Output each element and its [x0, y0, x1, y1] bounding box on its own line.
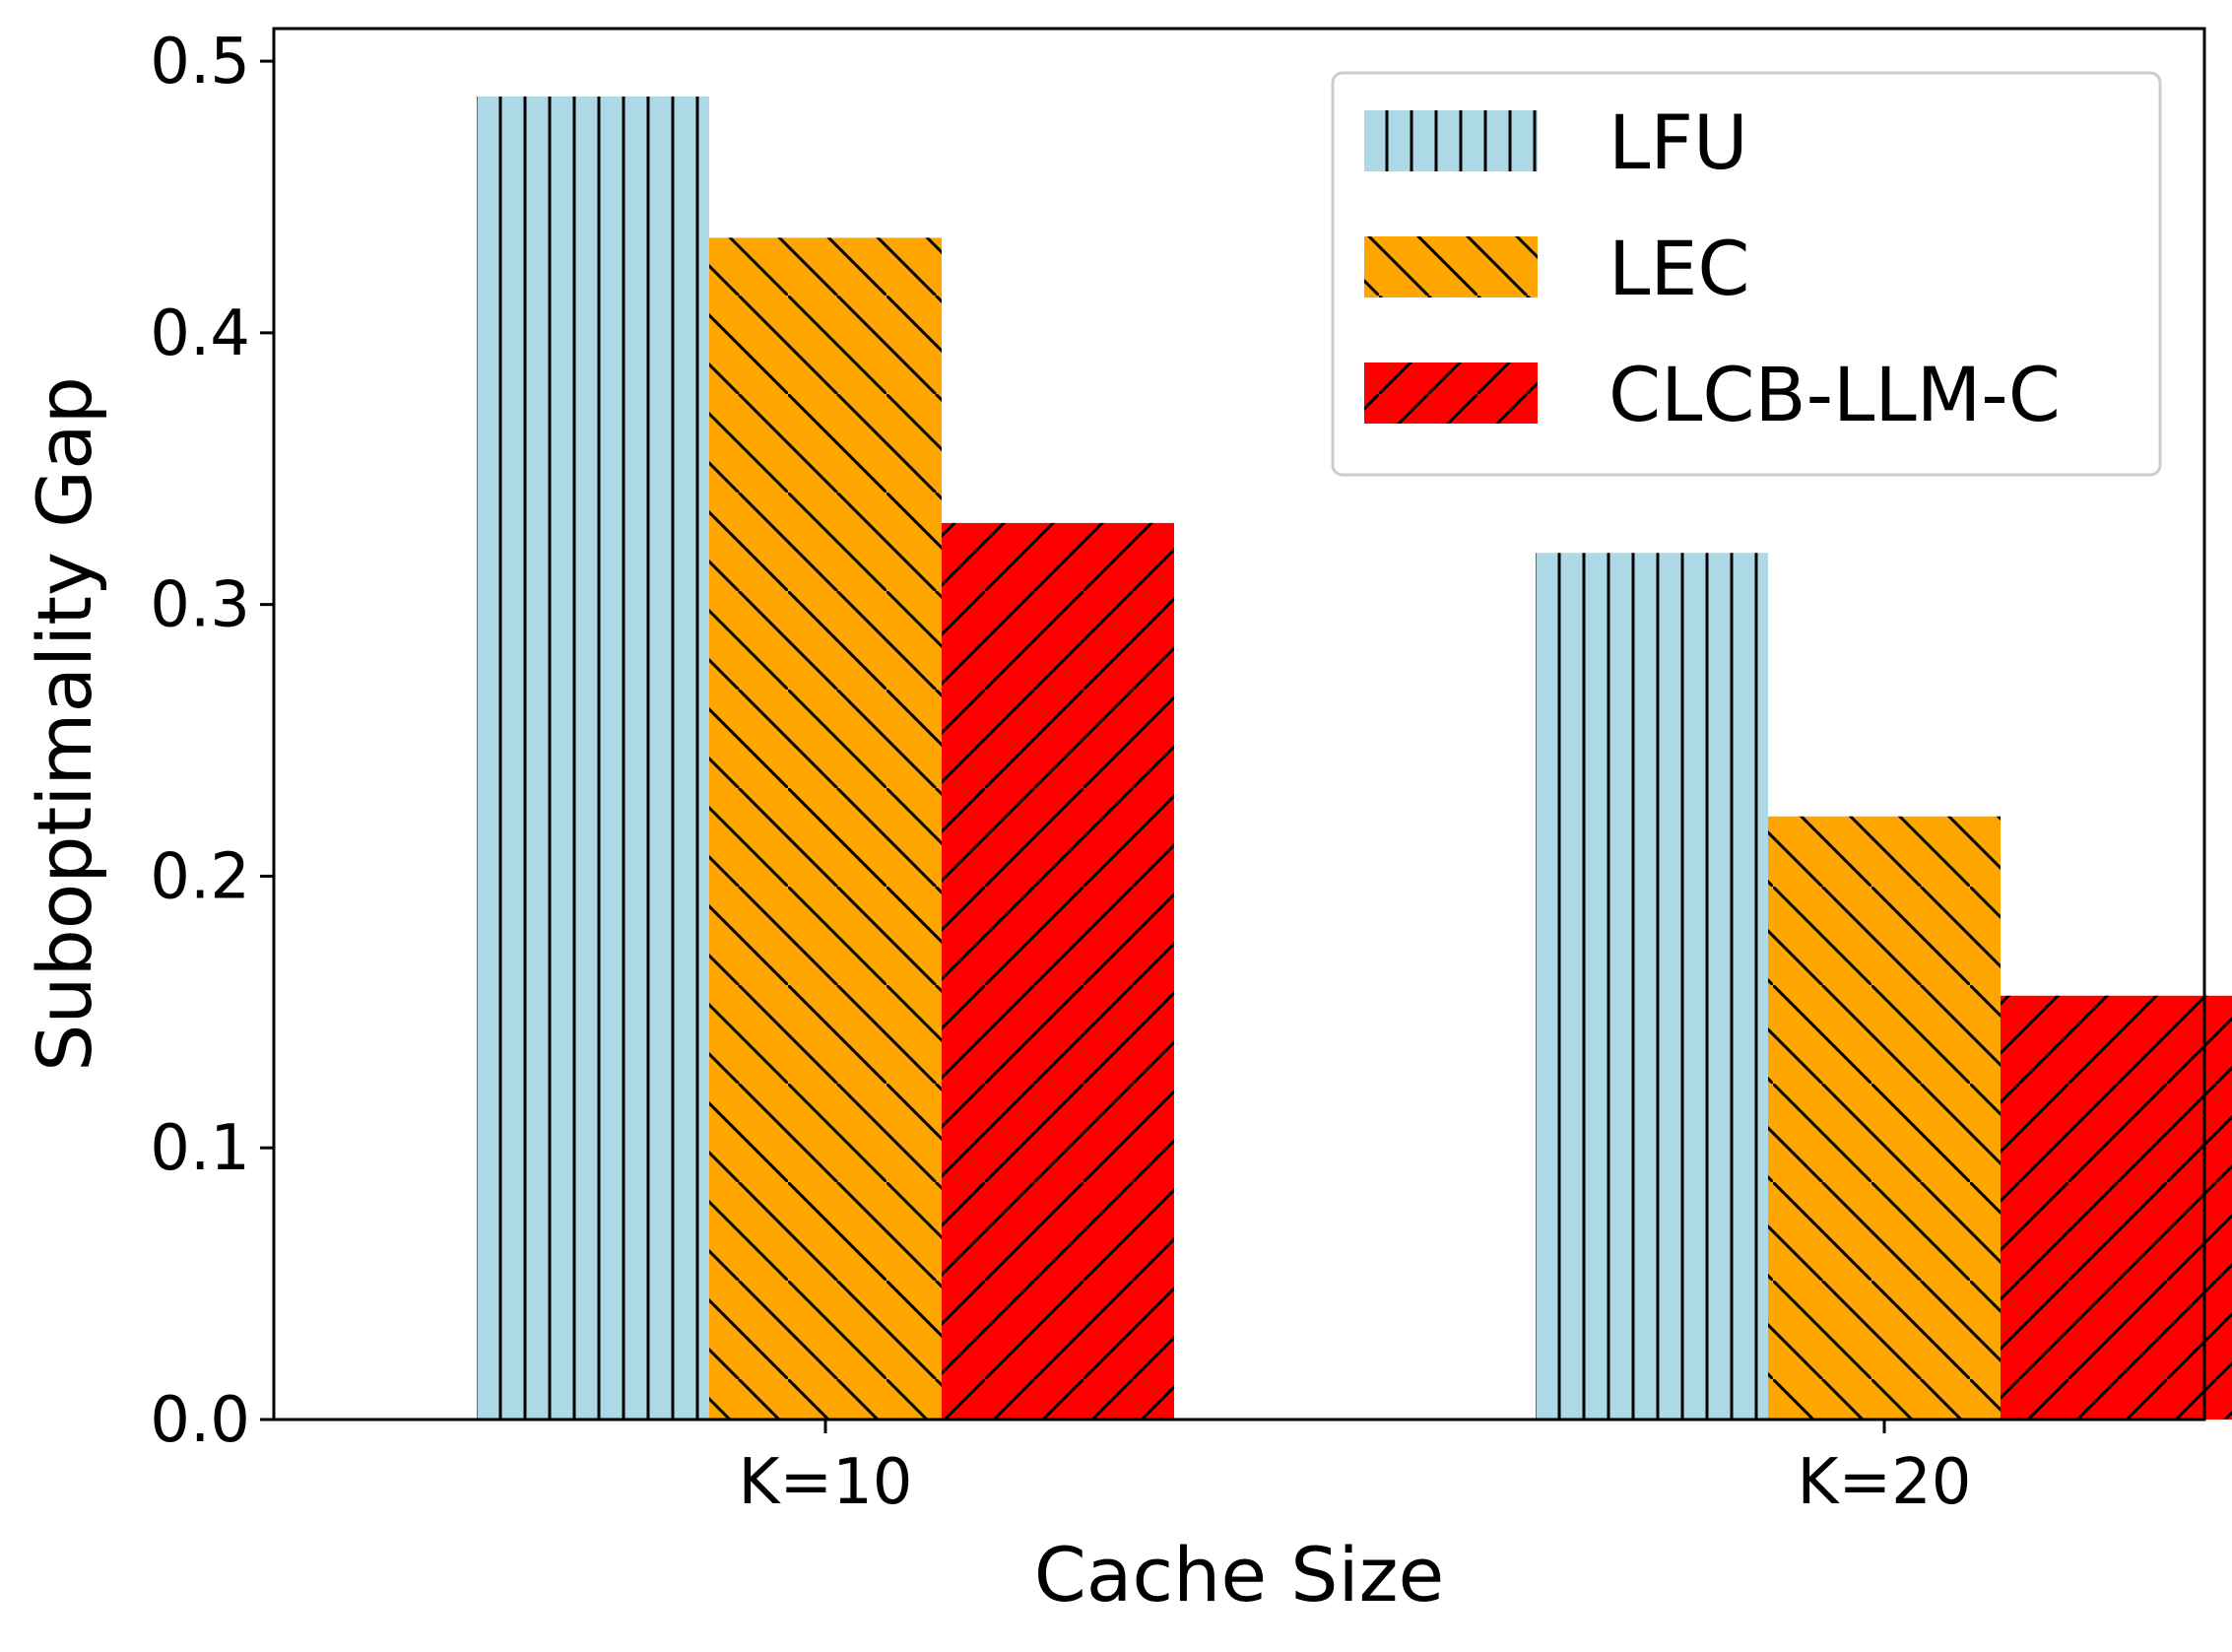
y-tick-label: 0.1	[150, 1112, 250, 1185]
y-tick-label: 0.4	[150, 297, 250, 370]
y-tick-label: 0.5	[150, 26, 250, 99]
bar-lec-k-20-hatch	[1768, 816, 2001, 1420]
legend-swatch-clcb-llm-c-hatch	[1364, 363, 1538, 424]
legend-label-lfu: LFU	[1608, 99, 1748, 186]
y-tick-label: 0.2	[150, 840, 250, 913]
x-tick-label: K=20	[1797, 1446, 1971, 1519]
legend-label-clcb-llm-c: CLCB-LLM-C	[1608, 351, 2061, 438]
legend: LFU LEC CLCB-LLM-C	[1331, 71, 2162, 477]
x-tick-label: K=10	[738, 1446, 912, 1519]
y-axis: 0.0 0.1 0.2 0.3 0.4 0.5	[150, 26, 274, 1457]
legend-label-lec: LEC	[1608, 225, 1749, 312]
bar-clcb-llm-c-k-10-hatch	[942, 522, 1174, 1420]
y-axis-label: Suboptimality Gap	[21, 376, 108, 1072]
y-tick-label: 0.0	[150, 1384, 250, 1457]
legend-swatch-lec-hatch	[1364, 236, 1538, 297]
plot-frame	[272, 27, 2206, 1421]
bar-lfu-k-20-hatch	[1536, 553, 1768, 1420]
bar-lfu-k-10-hatch	[477, 96, 709, 1420]
legend-swatch-lfu-hatch	[1364, 110, 1538, 171]
bars-layer	[477, 96, 2232, 1420]
bar-lec-k-10-hatch	[709, 237, 942, 1420]
legend-box	[1331, 71, 2162, 477]
x-axis-label: Cache Size	[1034, 1531, 1445, 1619]
x-axis: K=10 K=20	[738, 1420, 1972, 1519]
y-tick-label: 0.3	[150, 569, 250, 642]
bar-clcb-llm-c-k-20-hatch	[2001, 995, 2232, 1420]
